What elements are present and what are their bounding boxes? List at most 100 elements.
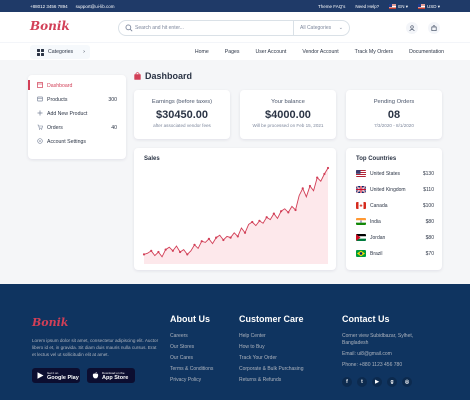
settings-icon — [37, 138, 43, 144]
contact-email: Email: ui8@gmail.com — [342, 351, 392, 357]
footer-link-careers[interactable]: Careers — [170, 333, 188, 339]
country-row: Canada $100 — [356, 201, 434, 211]
nav-link-vendor-account[interactable]: Vendor Account — [302, 49, 339, 55]
us-flag-icon — [417, 4, 425, 9]
nav-link-track-orders[interactable]: Track My Orders — [354, 49, 394, 55]
country-name: Jordan — [370, 235, 386, 241]
page-title: Dashboard — [145, 71, 193, 81]
youtube-icon[interactable]: ▶ — [372, 377, 382, 387]
stat-value: $4000.00 — [265, 109, 311, 121]
country-amount: $80 — [425, 235, 434, 241]
apple-icon — [92, 372, 99, 379]
country-amount: $100 — [422, 203, 434, 209]
sales-point — [150, 249, 153, 252]
google-play-button[interactable]: Get it on Google Play — [32, 368, 80, 383]
main-nav: Categories › Home Pages User Account Ven… — [0, 42, 470, 60]
app-store-button[interactable]: Download on the App Store — [87, 368, 135, 383]
footer-link-terms[interactable]: Terms & Conditions — [170, 366, 214, 372]
sidebar-item-dashboard[interactable]: Dashboard — [28, 79, 126, 91]
uk-flag-icon — [356, 186, 366, 193]
sales-point — [193, 243, 196, 246]
stat-label: Earnings (before taxes) — [151, 99, 213, 105]
sidebar-item-account-settings[interactable]: Account Settings — [28, 135, 126, 147]
products-icon — [37, 96, 43, 102]
add-product-icon — [37, 110, 43, 116]
country-name: Brazil — [370, 251, 383, 257]
top-countries-card: Top Countries United States $130 United … — [346, 148, 442, 270]
help-link[interactable]: Need Help? — [355, 4, 380, 9]
nav-link-home[interactable]: Home — [194, 49, 209, 55]
facebook-icon[interactable]: f — [342, 377, 352, 387]
grid-icon — [37, 49, 44, 56]
sales-point — [178, 250, 182, 254]
sales-point — [265, 216, 268, 219]
about-title: About Us — [170, 314, 210, 324]
india-flag-icon — [356, 218, 366, 225]
chevron-right-icon: › — [83, 48, 85, 55]
shopping-bag-icon — [431, 25, 437, 31]
twitter-icon[interactable]: t — [357, 377, 367, 387]
sidebar-item-add-product[interactable]: Add New Product — [28, 107, 126, 119]
footer-description: Lorem ipsum dolor sit amet, consectetur … — [32, 338, 159, 357]
category-select[interactable]: All Categories ⌄ — [293, 21, 349, 35]
sidebar-item-label: Orders — [47, 124, 63, 131]
faq-link[interactable]: Theme FAQ's — [318, 4, 346, 9]
footer-link-track[interactable]: Track Your Order — [239, 355, 277, 361]
country-amount: $130 — [422, 171, 434, 177]
us-flag-icon — [389, 4, 397, 9]
sales-point — [294, 208, 297, 212]
footer-link-cares[interactable]: Our Cares — [170, 355, 194, 361]
language-select[interactable]: EN ▾ — [389, 4, 408, 10]
sidebar-item-orders[interactable]: Orders 40 — [28, 121, 126, 133]
sales-point — [171, 249, 174, 252]
nav-link-user-account[interactable]: User Account — [255, 49, 287, 55]
us-flag-icon — [356, 170, 366, 177]
sidebar-item-label: Products — [47, 96, 68, 103]
header: Bonik Search and hit enter... All Catego… — [0, 12, 470, 42]
categories-button[interactable]: Categories › — [30, 45, 90, 59]
country-name: Canada — [370, 203, 388, 209]
sidebar-item-label: Add New Product — [47, 110, 88, 117]
contact-address: Corner view Subidbazar, Sylhet, Banglade… — [342, 333, 414, 346]
sales-point — [323, 172, 326, 176]
footer-link-corporate[interactable]: Corporate & Bulk Purchasing — [239, 366, 304, 372]
sales-point — [157, 250, 160, 254]
footer-link-stores[interactable]: Our Stores — [170, 344, 195, 350]
search-input[interactable]: Search and hit enter... — [135, 25, 184, 31]
shopping-bag-icon — [134, 72, 141, 80]
instagram-icon[interactable]: ◎ — [402, 377, 412, 387]
logo[interactable]: Bonik — [30, 19, 70, 33]
google-icon[interactable]: g — [387, 377, 397, 387]
sales-point — [272, 212, 275, 215]
footer-link-how-to-buy[interactable]: How to Buy — [239, 344, 265, 350]
country-row: United Kingdom $110 — [356, 185, 434, 195]
earnings-card: Earnings (before taxes) $30450.00 after … — [134, 90, 230, 139]
footer-logo[interactable]: Bonik — [32, 316, 69, 329]
sidebar-item-products[interactable]: Products 300 — [28, 93, 126, 105]
customer-care-title: Customer Care — [239, 314, 304, 324]
sales-point — [326, 166, 330, 170]
footer-link-privacy[interactable]: Privacy Policy — [170, 377, 202, 383]
footer-link-returns[interactable]: Returns & Refunds — [239, 377, 282, 383]
nav-link-documentation[interactable]: Documentation — [409, 49, 444, 55]
footer-link-help[interactable]: Help Center — [239, 333, 266, 339]
stat-subtext: Will be processed on Feb 15, 2021 — [252, 123, 324, 128]
user-icon-button[interactable] — [406, 22, 418, 34]
cart-icon-button[interactable] — [428, 22, 440, 34]
chart-title: Sales — [144, 156, 160, 162]
sales-point — [258, 219, 261, 222]
country-amount: $110 — [423, 187, 434, 193]
nav-link-pages[interactable]: Pages — [224, 49, 240, 55]
sales-point — [142, 253, 146, 256]
country-name: India — [370, 219, 381, 225]
sales-point — [222, 238, 225, 242]
top-countries-title: Top Countries — [356, 156, 397, 162]
orders-icon — [37, 124, 43, 130]
currency-select[interactable]: USD ▾ — [417, 4, 440, 10]
balance-card: Your balance $4000.00 Will be processed … — [240, 90, 336, 139]
topbar-email: support@ui-lib.com — [75, 3, 115, 9]
sales-point — [243, 231, 247, 234]
contact-phone: Phone: +880 1123 456 780 — [342, 362, 403, 368]
country-row: United States $130 — [356, 169, 434, 179]
sales-point — [308, 184, 312, 188]
